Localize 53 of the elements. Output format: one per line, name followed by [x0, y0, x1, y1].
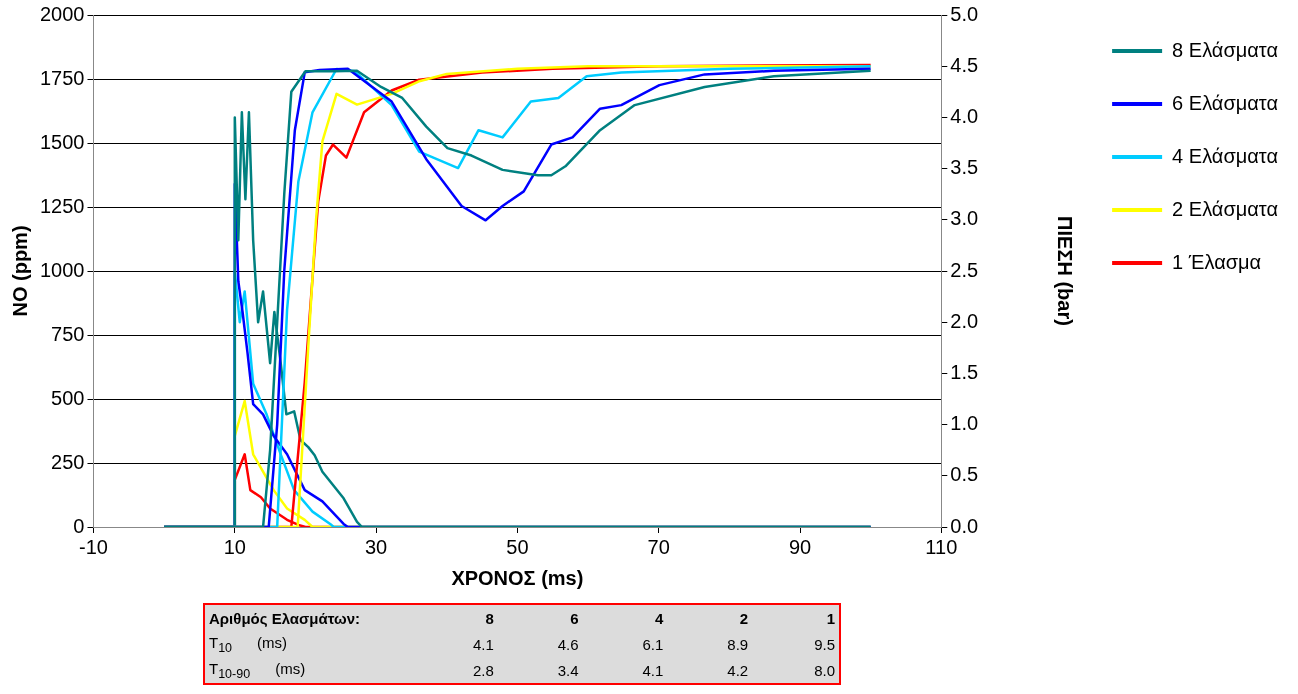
legend-label: 1 Έλασμα: [1172, 250, 1262, 273]
y-tick-label: 250: [51, 450, 85, 473]
x-tick-label: 70: [647, 535, 670, 558]
x-tick-label: 10: [223, 535, 246, 558]
y2-tick-label: 4.0: [950, 104, 979, 127]
legend-label: 6 Ελάσματα: [1172, 91, 1278, 114]
y-tick-label: 1500: [39, 130, 85, 153]
y-tick-label: 1750: [39, 66, 85, 89]
y2-tick-label: 1.0: [950, 412, 979, 435]
text: 8.9: [726, 634, 750, 655]
text: 2: [738, 608, 750, 629]
y2-tick-label: 4.5: [950, 53, 979, 76]
text: 4.1: [471, 634, 495, 655]
text: 2.8: [471, 660, 495, 681]
y-tick-label: 750: [51, 322, 85, 345]
y-tick-label: 0: [73, 514, 85, 537]
legend-label: 2 Ελάσματα: [1172, 197, 1278, 220]
text: 4.2: [726, 660, 750, 681]
text: 3.4: [556, 660, 580, 681]
x-tick-label: 90: [788, 535, 812, 558]
y2-axis-title: ΠΙΕΣΗ (bar): [1053, 216, 1076, 326]
x-tick-label: 50: [506, 535, 529, 558]
text: T$_{10}$ (ms): [209, 633, 288, 655]
x-tick-label: 30: [364, 535, 388, 558]
text: 9.5: [813, 634, 836, 655]
y-tick-label: 1250: [39, 194, 85, 217]
y-axis-title: NO (ppm): [8, 225, 31, 317]
y2-tick-label: 5.0: [950, 2, 979, 25]
text: 8.0: [813, 660, 836, 681]
y2-tick-label: 3.5: [950, 156, 979, 179]
y2-tick-label: 3.0: [950, 207, 979, 230]
text: 8: [484, 608, 495, 629]
y2-tick-label: 1.5: [950, 360, 979, 383]
y2-tick-label: 0.5: [950, 463, 979, 486]
x-tick-label: -10: [79, 535, 108, 558]
y2-tick-label: 2.0: [950, 309, 979, 332]
text: 1: [825, 608, 836, 629]
text: 4: [654, 608, 665, 629]
text: T$_{10-90}$ (ms): [209, 659, 306, 681]
text: 6.1: [641, 634, 665, 655]
x-axis-title: ΧΡΟΝΟΣ (ms): [451, 566, 584, 589]
y-tick-label: 2000: [39, 2, 85, 25]
legend-label: 8 Ελάσματα: [1172, 38, 1278, 61]
text: 4.1: [641, 660, 665, 681]
text: 6: [569, 608, 580, 629]
y2-tick-label: 2.5: [950, 258, 979, 281]
x-tick-label: 110: [925, 535, 958, 558]
text: 4.6: [556, 634, 580, 655]
text: Αριθμός Ελασμάτων:: [208, 608, 362, 629]
y-tick-label: 1000: [39, 258, 85, 281]
legend-label: 4 Ελάσματα: [1172, 144, 1278, 167]
y2-tick-label: 0.0: [950, 514, 979, 537]
y-tick-label: 500: [51, 386, 85, 409]
